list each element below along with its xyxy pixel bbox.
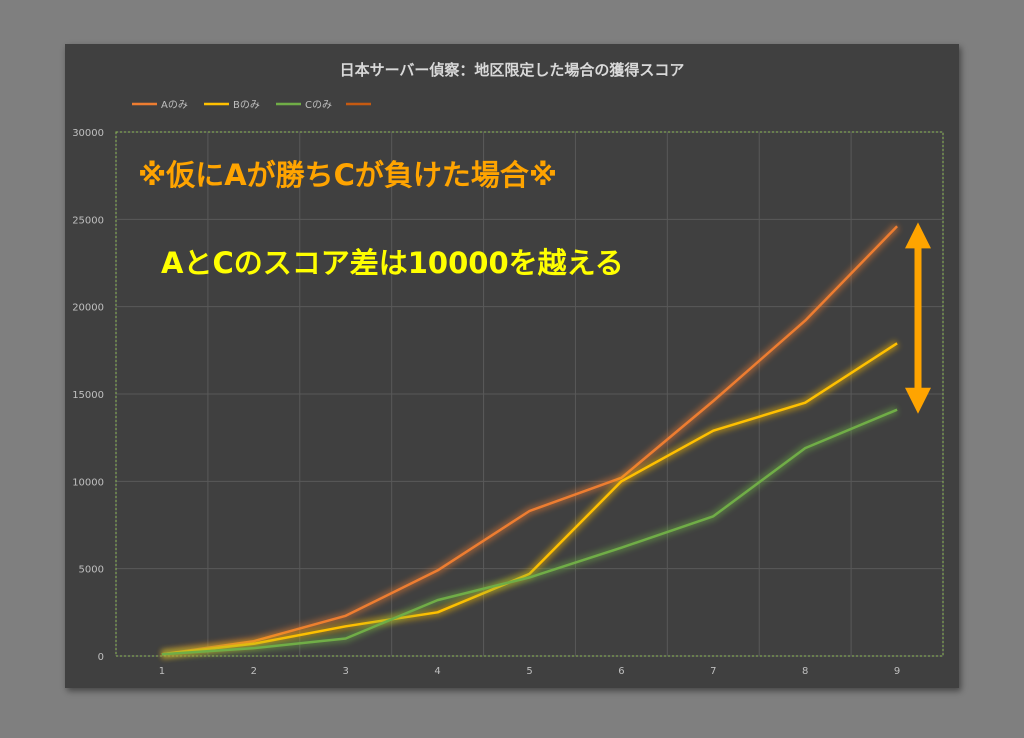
y-tick-label: 5000 [79, 565, 104, 576]
x-tick-label: 4 [434, 666, 440, 677]
x-tick-label: 5 [526, 666, 532, 677]
series-lines [161, 223, 900, 659]
chart-card: 日本サーバー偵察：地区限定した場合の獲得スコア Aのみ Bのみ Cのみ 0 5000 1… [65, 44, 959, 688]
x-tick-label: 7 [710, 666, 716, 677]
y-axis-ticks: 0 5000 10000 15000 20000 25000 30000 [72, 128, 104, 663]
line-chart: 日本サーバー偵察：地区限定した場合の獲得スコア Aのみ Bのみ Cのみ 0 5000 1… [72, 61, 944, 677]
series-line [161, 225, 898, 656]
y-tick-label: 20000 [72, 303, 104, 314]
y-tick-label: 0 [98, 652, 104, 663]
x-tick-label: 6 [618, 666, 624, 677]
series-line [161, 342, 898, 656]
arrow-head-down [905, 387, 931, 414]
chart-title: 日本サーバー偵察：地区限定した場合の獲得スコア [340, 61, 685, 79]
series-glow [161, 406, 899, 659]
y-tick-label: 25000 [72, 215, 104, 226]
arrow-head-up [905, 222, 931, 249]
x-tick-label: 2 [251, 666, 257, 677]
x-tick-label: 9 [894, 666, 900, 677]
x-tick-label: 1 [159, 666, 165, 677]
series-glow [161, 223, 900, 659]
y-tick-label: 15000 [72, 390, 104, 401]
legend: Aのみ Bのみ Cのみ [132, 100, 371, 111]
legend-label: Cのみ [305, 100, 332, 111]
legend-label: Bのみ [233, 100, 260, 111]
plot-area-border [115, 131, 944, 657]
y-tick-label: 10000 [72, 477, 104, 488]
series-line [161, 408, 898, 656]
x-tick-label: 8 [802, 666, 808, 677]
double-arrow [905, 222, 931, 414]
legend-label: Aのみ [161, 100, 188, 111]
y-tick-label: 30000 [72, 128, 104, 139]
x-tick-label: 3 [343, 666, 349, 677]
annotation-scenario: ※仮にAが勝ちCが負けた場合※ [138, 158, 557, 192]
series-glow [161, 339, 900, 659]
annotation-score-gap: AとCのスコア差は10000を越える [161, 246, 624, 280]
x-axis-ticks: 1 2 3 4 5 6 7 8 9 [159, 666, 900, 677]
